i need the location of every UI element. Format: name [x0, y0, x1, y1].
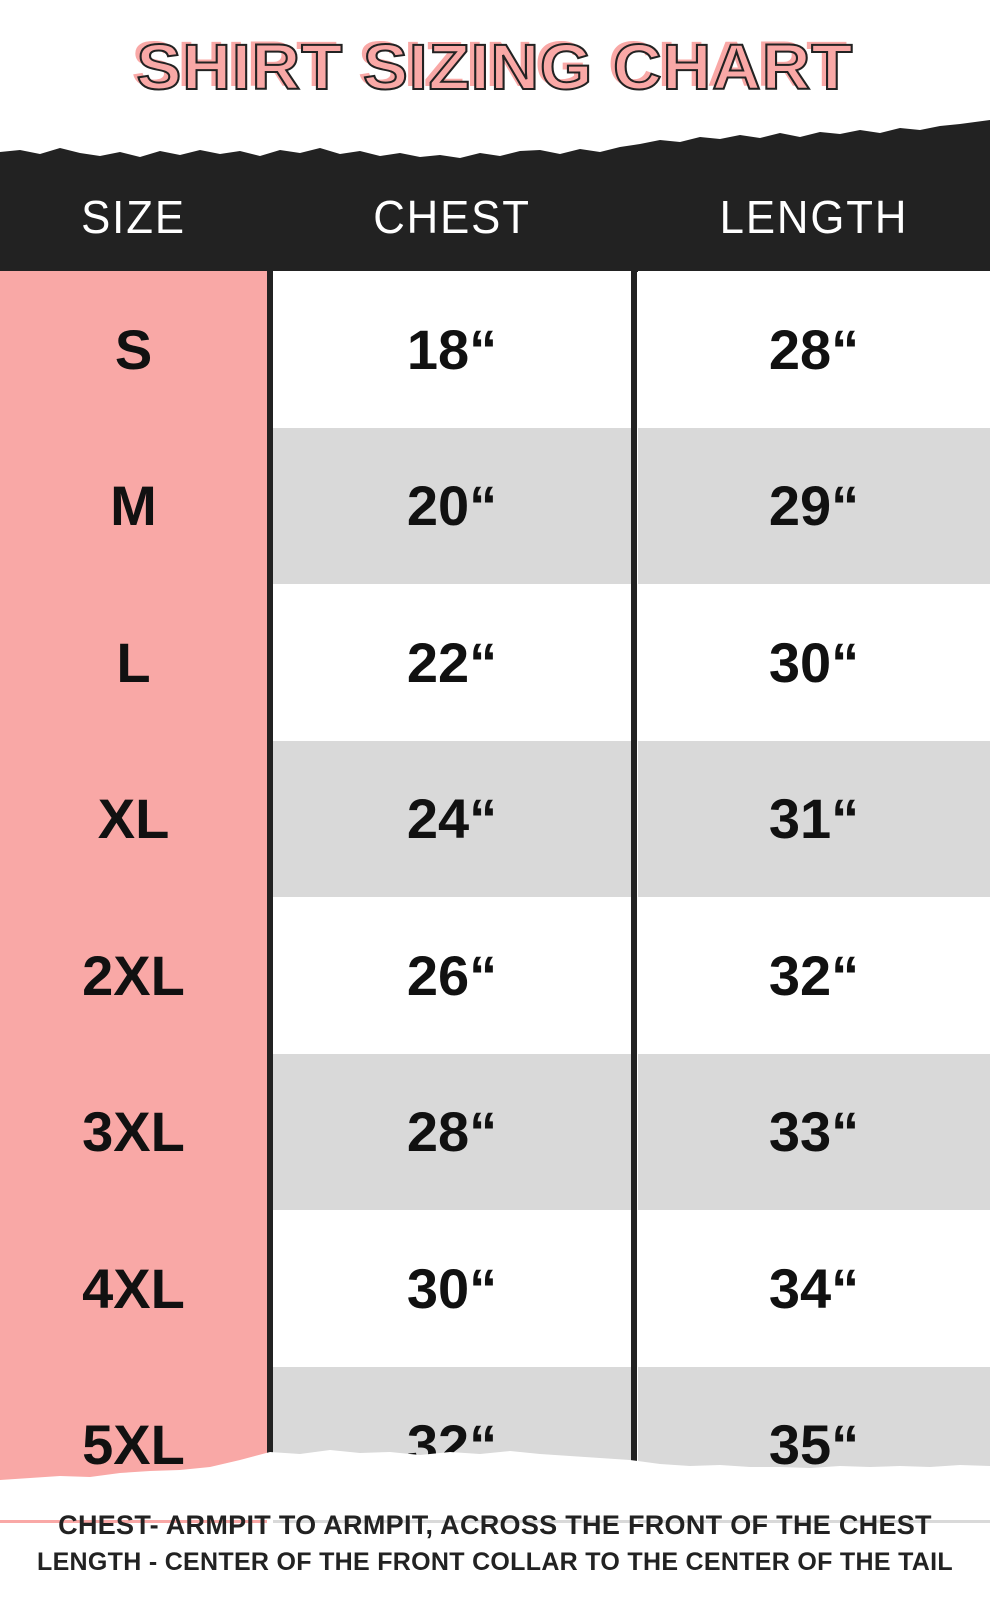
table-row: 3XL 28“ 33“ — [0, 1053, 990, 1210]
size-cell: 2XL — [0, 897, 267, 1054]
size-cell: 4XL — [0, 1210, 267, 1367]
column-header-chest: CHEST — [373, 191, 531, 243]
size-cell: XL — [0, 740, 267, 897]
length-cell: 28“ — [638, 271, 990, 428]
chest-cell: 20“ — [273, 427, 631, 584]
size-cell: S — [0, 271, 267, 428]
chest-cell: 28“ — [273, 1053, 631, 1210]
chart-title: SHIRT SIZING CHART — [135, 30, 854, 104]
chest-cell: 26“ — [273, 897, 631, 1054]
length-cell: 31“ — [638, 740, 990, 897]
column-divider — [631, 271, 637, 1486]
table-row: M 20“ 29“ — [0, 427, 990, 584]
table-row: L 22“ 30“ — [0, 584, 990, 741]
size-table-body: S 18“ 28“ M 20“ 29“ L 22“ 30“ XL 24“ 31“ 2XL 26“ 32“ 3X… — [0, 271, 990, 1523]
header-torn-band — [0, 120, 990, 272]
column-header-length: LENGTH — [719, 191, 909, 243]
length-note: LENGTH - CENTER OF THE FRONT COLLAR TO T… — [37, 1548, 953, 1576]
length-cell: 33“ — [638, 1053, 990, 1210]
length-cell: 30“ — [638, 584, 990, 741]
length-cell: 34“ — [638, 1210, 990, 1367]
chest-cell: 22“ — [273, 584, 631, 741]
length-cell: 29“ — [638, 427, 990, 584]
size-cell: 3XL — [0, 1053, 267, 1210]
table-row: XL 24“ 31“ — [0, 740, 990, 897]
table-row: 4XL 30“ 34“ — [0, 1210, 990, 1367]
chest-cell: 30“ — [273, 1210, 631, 1367]
table-row: S 18“ 28“ — [0, 271, 990, 428]
chest-note: CHEST- ARMPIT TO ARMPIT, ACROSS THE FRON… — [58, 1510, 932, 1540]
bottom-torn-edge — [0, 1450, 990, 1520]
table-row: 2XL 26“ 32“ — [0, 897, 990, 1054]
column-header-size: SIZE — [81, 191, 186, 243]
chest-cell: 18“ — [273, 271, 631, 428]
size-cell: L — [0, 584, 267, 741]
chest-cell: 24“ — [273, 740, 631, 897]
size-cell: M — [0, 427, 267, 584]
column-divider — [267, 271, 273, 1486]
length-cell: 32“ — [638, 897, 990, 1054]
